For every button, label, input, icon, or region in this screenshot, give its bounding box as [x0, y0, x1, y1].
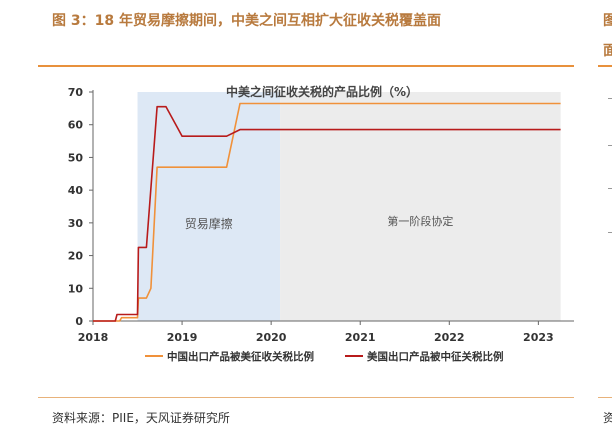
side-figure-subtitle: 面 — [603, 43, 612, 59]
y-tick-label: 30 — [68, 217, 84, 230]
side-title-divider — [598, 65, 612, 67]
y-tick-label: 60 — [68, 119, 84, 132]
x-tick-label: 2023 — [523, 331, 554, 344]
y-tick-label: 70 — [68, 86, 84, 99]
source-divider — [38, 397, 574, 398]
region-band — [137, 92, 281, 321]
y-tick-label: 40 — [68, 184, 84, 197]
y-tick-label: 50 — [68, 151, 84, 164]
x-tick-label: 2022 — [434, 331, 465, 344]
source-note: 资料来源：PIIE，天风证券研究所 — [52, 411, 230, 425]
region-band — [280, 92, 561, 321]
chart-regions: 贸易摩擦 第一阶段协定 — [137, 92, 561, 321]
y-tick-label: 20 — [68, 250, 84, 263]
x-tick-label: 2018 — [78, 331, 109, 344]
chart-labels: 0 10 20 30 40 50 60 70 2018 2019 2020 2021 2022 2023 中… — [68, 84, 554, 344]
side-tick — [608, 188, 612, 189]
series-line-1 — [93, 102, 561, 322]
side-source-note: 资 — [603, 411, 612, 425]
chart-lines — [93, 102, 561, 322]
side-figure-title: 图 — [603, 13, 612, 29]
region-label: 第一阶段协定 — [387, 214, 453, 228]
y-tick-label: 0 — [75, 315, 83, 328]
chart-legend: 中国出口产品被美征收关税比例 美国出口产品被中征关税比例 — [145, 350, 504, 363]
series-line-2 — [93, 105, 561, 322]
figure-title: 图 3：18 年贸易摩擦期间，中美之间互相扩大征收关税覆盖面 — [52, 13, 441, 29]
title-divider — [38, 65, 574, 67]
x-tick-label: 2020 — [256, 331, 287, 344]
side-tick — [608, 232, 612, 233]
legend-label-2: 美国出口产品被中征关税比例 — [367, 350, 504, 363]
chart-axes — [89, 90, 574, 325]
x-tick-label: 2021 — [345, 331, 376, 344]
side-tick — [608, 145, 612, 146]
side-source-divider — [598, 397, 612, 398]
legend-label-1: 中国出口产品被美征收关税比例 — [167, 350, 314, 363]
region-label: 贸易摩擦 — [185, 216, 233, 231]
x-tick-label: 2019 — [167, 331, 198, 344]
chart-title: 中美之间征收关税的产品比例（%） — [226, 84, 418, 99]
side-tick — [608, 98, 612, 99]
y-tick-label: 10 — [68, 282, 84, 295]
